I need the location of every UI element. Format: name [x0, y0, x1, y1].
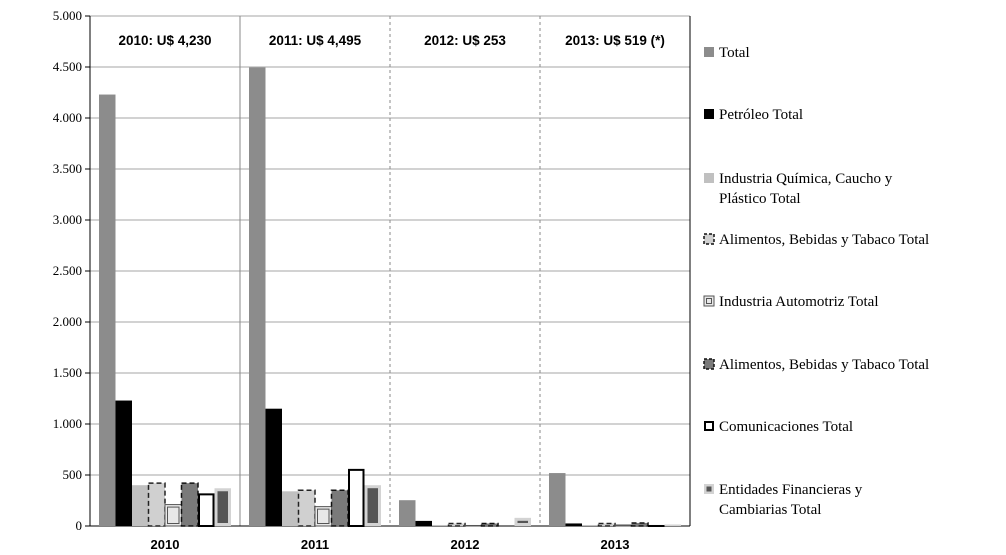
legend-swatch [704, 421, 714, 431]
panel-note: 2011: U$ 4,495 [269, 33, 362, 48]
panel-note: 2013: U$ 519 (*) [565, 33, 665, 48]
bar [249, 67, 266, 526]
panel-note: 2010: U$ 4,230 [118, 33, 211, 48]
y-axis: 0 500 1.000 1.500 2.000 2.500 3.000 3.500 4.000 4… [53, 8, 691, 533]
y-tick-label: 4.500 [53, 59, 82, 74]
bar [432, 524, 449, 526]
bar [664, 524, 681, 526]
y-tick-label: 5.000 [53, 8, 82, 23]
bar [364, 485, 381, 526]
x-tick-label: 2013 [601, 537, 630, 552]
legend-swatch [703, 233, 715, 245]
legend-label: Petróleo Total [719, 107, 803, 123]
legend-item: Comunicaciones Total [704, 419, 853, 435]
bar [180, 482, 199, 527]
y-tick-label: 4.000 [53, 110, 82, 125]
bar [582, 524, 599, 526]
legend-swatch [703, 295, 715, 307]
bar [282, 491, 299, 526]
bar [297, 489, 316, 527]
panel-notes: 2010: U$ 4,230 2011: U$ 4,495 2012: U$ 253… [118, 33, 664, 48]
legend: Total Petróleo Total Industria Química, Ca… [703, 45, 929, 518]
bar [99, 94, 116, 526]
legend-label: Alimentos, Bebidas y Tabaco Total [719, 232, 929, 248]
x-tick-label: 2012 [451, 537, 480, 552]
legend-item: Petróleo Total [704, 107, 803, 123]
legend-swatch [704, 173, 714, 183]
x-axis-labels: 2010 2011 2012 2013 [151, 537, 630, 552]
bar [348, 468, 365, 528]
bar [549, 473, 566, 526]
bar [514, 517, 531, 526]
y-tick-label: 1.500 [53, 365, 82, 380]
bar [447, 522, 466, 527]
y-tick-label: 2.500 [53, 263, 82, 278]
x-tick-label: 2010 [151, 537, 180, 552]
bar [164, 504, 182, 527]
bar [132, 485, 149, 526]
legend-label: Plástico Total [719, 191, 801, 207]
legend-label: Comunicaciones Total [719, 419, 853, 435]
y-tick-label: 2.000 [53, 314, 82, 329]
gridlines [90, 15, 690, 527]
bar [630, 522, 649, 527]
legend-label: Alimentos, Bebidas y Tabaco Total [719, 357, 929, 373]
x-tick-label: 2011 [301, 537, 329, 552]
y-tick-label: 3.500 [53, 161, 82, 176]
bar [415, 520, 432, 526]
bar [597, 522, 616, 527]
legend-label: Industria Automotriz Total [719, 294, 879, 310]
legend-item: Industria Química, Caucho y Plástico Tota… [704, 171, 893, 207]
panel-note: 2012: U$ 253 [424, 33, 506, 48]
bar [480, 522, 499, 527]
bar [399, 500, 416, 526]
bar [198, 493, 215, 527]
legend-label: Cambiarias Total [719, 502, 821, 518]
bar [314, 506, 332, 527]
bar [614, 524, 632, 527]
legend-label: Entidades Financieras y [719, 482, 863, 498]
legend-item: Entidades Financieras y Cambiarias Total [704, 482, 863, 518]
legend-item: Alimentos, Bebidas y Tabaco Total [703, 232, 929, 248]
bar [565, 523, 582, 526]
y-tick-label: 3.000 [53, 212, 82, 227]
y-tick-label: 0 [76, 518, 83, 533]
legend-item: Total [704, 45, 750, 61]
bar [265, 408, 282, 526]
bar [115, 400, 132, 526]
bars [99, 67, 681, 528]
bar [330, 489, 349, 527]
y-tick-label: 500 [63, 467, 83, 482]
legend-item: Industria Automotriz Total [703, 294, 879, 310]
legend-swatch [704, 47, 714, 57]
legend-swatch [703, 358, 715, 370]
legend-label: Total [719, 45, 750, 61]
bar [147, 482, 166, 527]
legend-swatch [704, 109, 714, 119]
legend-label: Industria Química, Caucho y [719, 171, 893, 187]
bar [464, 524, 482, 527]
y-tick-label: 1.000 [53, 416, 82, 431]
bar [214, 488, 231, 526]
legend-item: Alimentos, Bebidas y Tabaco Total [703, 357, 929, 373]
